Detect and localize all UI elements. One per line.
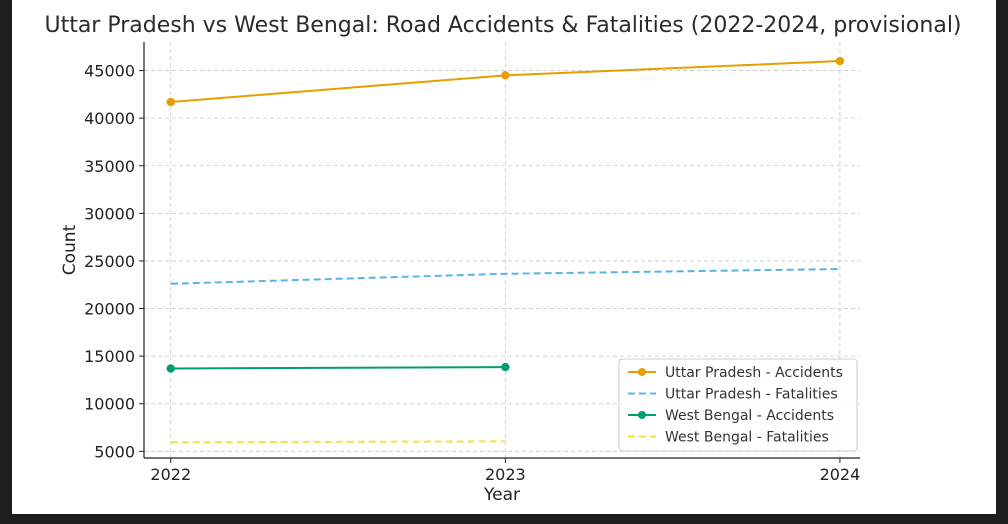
y-tick-label: 25000 — [84, 252, 135, 271]
x-tick-label: 2023 — [485, 465, 526, 484]
legend: Uttar Pradesh - Accidents Uttar Pradesh -… — [618, 358, 858, 452]
series-line — [170, 268, 840, 285]
legend-item: West Bengal - Fatalities — [628, 430, 829, 446]
y-tick-label: 40000 — [84, 109, 135, 128]
x-tick-label: 2024 — [820, 465, 861, 484]
data-point — [166, 364, 175, 373]
y-tick-label: 30000 — [84, 204, 135, 223]
line-chart: Uttar Pradesh vs West Bengal: Road Accid… — [44, 13, 961, 505]
legend-label: West Bengal - Accidents — [665, 408, 834, 424]
x-axis-title: Year — [483, 485, 520, 505]
series-line — [170, 440, 506, 444]
axes — [139, 42, 860, 463]
x-tick-label: 2022 — [150, 465, 191, 484]
legend-marker — [638, 411, 646, 419]
legend-label: Uttar Pradesh - Accidents — [665, 365, 843, 381]
series-4 — [170, 440, 506, 444]
series-layer — [166, 56, 845, 444]
y-tick-label: 35000 — [84, 157, 135, 176]
legend-item: Uttar Pradesh - Accidents — [628, 365, 843, 381]
legend-box — [618, 358, 858, 452]
legend-item: Uttar Pradesh - Fatalities — [628, 387, 838, 403]
legend-label: West Bengal - Fatalities — [665, 430, 829, 446]
series-1 — [166, 56, 845, 107]
data-point — [166, 97, 175, 107]
data-point — [501, 362, 510, 372]
y-tick-label: 20000 — [84, 300, 135, 319]
data-point — [501, 71, 510, 80]
series-3 — [166, 362, 510, 373]
y-tick-label: 45000 — [84, 62, 135, 81]
series-2 — [170, 268, 840, 285]
y-tick-label: 5000 — [94, 442, 135, 461]
y-tick-label: 15000 — [84, 347, 135, 366]
series-line — [170, 60, 840, 103]
y-axis-title: Count — [60, 224, 80, 275]
data-point — [835, 56, 845, 66]
tick-labels: 2022 2023 2024 5000 10000 15000 20000 25000 3000… — [84, 62, 860, 484]
series-line — [170, 366, 506, 370]
legend-label: Uttar Pradesh - Fatalities — [665, 387, 838, 403]
legend-item: West Bengal - Accidents — [628, 408, 834, 424]
legend-marker — [638, 368, 646, 376]
chart-title: Uttar Pradesh vs West Bengal: Road Accid… — [44, 13, 961, 38]
y-tick-label: 10000 — [84, 395, 135, 414]
chart-frame: Uttar Pradesh vs West Bengal: Road Accid… — [12, 0, 996, 514]
